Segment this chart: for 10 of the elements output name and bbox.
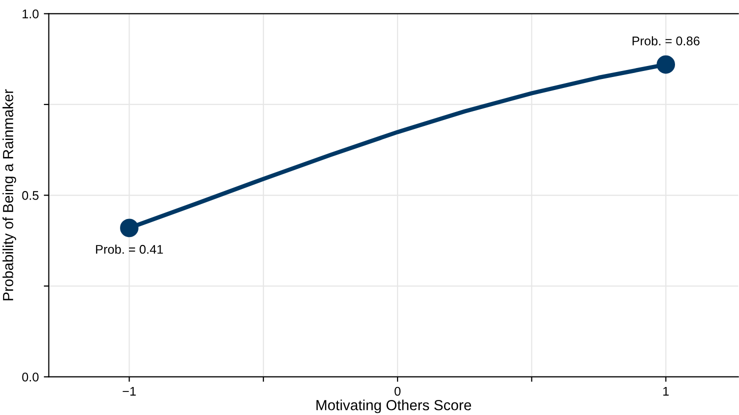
annotation: Prob. = 0.86 bbox=[632, 36, 700, 46]
x-tick-label: 0 bbox=[394, 386, 401, 396]
y-axis-title: Probability of Being a Rainmaker bbox=[2, 89, 16, 300]
x-tick-label: −1 bbox=[122, 387, 136, 396]
annotation: Prob. = 0.41 bbox=[96, 244, 163, 254]
x-axis-title: Motivating Others Score bbox=[316, 400, 472, 414]
y-tick-label: 1.0 bbox=[22, 9, 39, 18]
y-tick-label: 0.5 bbox=[22, 191, 39, 200]
x-tick-label: 1 bbox=[663, 387, 669, 396]
y-tick-label: 0.0 bbox=[22, 372, 39, 382]
